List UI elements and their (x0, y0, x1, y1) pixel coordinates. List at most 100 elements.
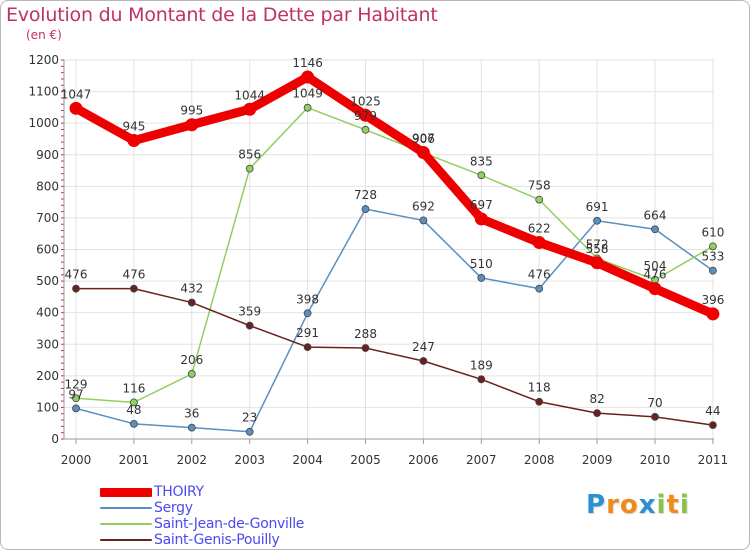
y-tick-label: 100 (36, 400, 59, 414)
data-point-saint-genis-pouilly (361, 344, 370, 352)
data-label-sergy: 533 (701, 250, 724, 264)
legend-swatch (100, 487, 152, 497)
data-label-saint-genis-pouilly: 118 (528, 381, 551, 395)
chart-title: Evolution du Montant de la Dette par Hab… (6, 4, 438, 26)
x-tick-label: 2011 (698, 453, 729, 467)
data-point-sergy (72, 404, 80, 413)
data-label-saint-genis-pouilly: 44 (705, 404, 720, 418)
x-tick-label: 2001 (119, 453, 150, 467)
x-tick-label: 2009 (582, 453, 613, 467)
data-label-thoiry: 995 (180, 104, 203, 118)
data-label-saint-jean-de-gonville: 129 (65, 377, 88, 391)
data-point-saint-jean-de-gonville (535, 195, 544, 204)
y-tick-label: 400 (36, 306, 59, 320)
data-point-saint-jean-de-gonville (477, 171, 486, 180)
data-label-sergy: 664 (644, 208, 667, 222)
x-tick-label: 2002 (177, 453, 208, 467)
data-label-sergy: 398 (296, 292, 319, 306)
data-point-thoiry (590, 256, 604, 270)
data-label-thoiry: 476 (644, 268, 667, 282)
unit-label: (en €) (26, 28, 62, 42)
series-line-saint-jean-de-gonville (75, 106, 714, 404)
y-tick-label: 900 (36, 148, 59, 162)
data-point-sergy (593, 216, 601, 225)
y-tick-label: 800 (36, 179, 59, 193)
data-label-saint-jean-de-gonville: 906 (412, 132, 435, 146)
data-point-saint-genis-pouilly (651, 412, 659, 421)
data-point-sergy (651, 225, 659, 234)
y-tick-label: 1000 (28, 116, 59, 130)
series-line-saint-genis-pouilly (75, 287, 714, 426)
data-point-thoiry (706, 307, 720, 321)
y-tick-label: 500 (36, 274, 59, 288)
data-point-saint-jean-de-gonville (709, 242, 717, 251)
data-label-sergy: 48 (126, 403, 141, 417)
data-label-saint-genis-pouilly: 70 (647, 396, 662, 410)
data-label-thoiry: 396 (701, 293, 724, 307)
data-label-thoiry: 1025 (350, 94, 381, 108)
data-label-saint-jean-de-gonville: 856 (238, 148, 261, 162)
x-tick-label: 2010 (640, 453, 671, 467)
legend-swatch (100, 507, 152, 509)
data-label-saint-genis-pouilly: 291 (296, 326, 319, 340)
y-tick-label: 1200 (28, 53, 59, 67)
data-label-sergy: 97 (68, 387, 83, 401)
legend-label: THOIRY (154, 484, 204, 500)
x-tick-label: 2008 (524, 453, 555, 467)
data-point-sergy (361, 205, 370, 213)
legend-item-saint-genis-pouilly: Saint-Genis-Pouilly (100, 532, 280, 548)
data-label-saint-genis-pouilly: 288 (354, 327, 377, 341)
y-tick-label: 700 (36, 211, 59, 225)
data-point-sergy (187, 423, 196, 432)
legend-label: Saint-Genis-Pouilly (154, 532, 280, 548)
data-label-saint-jean-de-gonville: 979 (354, 109, 377, 123)
data-label-saint-jean-de-gonville: 1049 (292, 87, 323, 101)
data-point-saint-genis-pouilly (535, 397, 544, 406)
data-point-sergy (477, 274, 486, 282)
legend-item-sergy: Sergy (100, 500, 193, 516)
data-label-saint-genis-pouilly: 476 (65, 268, 88, 282)
data-label-thoiry: 907 (412, 132, 435, 146)
data-label-thoiry: 945 (122, 120, 145, 134)
data-label-saint-genis-pouilly: 432 (180, 282, 203, 296)
legend-swatch (100, 523, 152, 525)
data-point-thoiry (416, 146, 430, 160)
data-label-sergy: 692 (412, 199, 435, 213)
data-label-saint-genis-pouilly: 82 (589, 392, 604, 406)
data-point-saint-genis-pouilly (187, 298, 196, 307)
data-point-sergy (129, 419, 138, 428)
data-point-saint-jean-de-gonville (72, 394, 80, 403)
data-label-saint-genis-pouilly: 247 (412, 340, 435, 354)
data-label-saint-jean-de-gonville: 504 (644, 259, 667, 273)
data-label-thoiry: 697 (470, 198, 493, 212)
proxiti-logo: Proxiti (586, 490, 690, 520)
data-label-sergy: 476 (528, 268, 551, 282)
data-label-sergy: 510 (470, 257, 493, 271)
data-point-thoiry (648, 282, 662, 296)
data-label-thoiry: 622 (528, 222, 551, 236)
legend-swatch (100, 539, 152, 541)
data-point-thoiry (185, 118, 199, 132)
data-point-thoiry (301, 70, 315, 84)
data-point-saint-jean-de-gonville (187, 370, 196, 378)
data-label-saint-jean-de-gonville: 206 (180, 353, 203, 367)
x-tick-label: 2005 (350, 453, 381, 467)
data-point-saint-jean-de-gonville (129, 398, 138, 407)
y-tick-label: 0 (51, 432, 59, 446)
data-point-saint-jean-de-gonville (245, 164, 254, 173)
legend-label: Sergy (154, 500, 193, 516)
data-label-thoiry: 558 (586, 242, 609, 256)
y-tick-label: 200 (36, 369, 59, 383)
data-label-saint-genis-pouilly: 189 (470, 358, 493, 372)
data-point-saint-genis-pouilly (593, 409, 601, 418)
x-tick-label: 2000 (61, 453, 92, 467)
data-point-saint-genis-pouilly (303, 343, 312, 351)
y-tick-label: 300 (36, 337, 59, 351)
data-point-saint-genis-pouilly (245, 321, 254, 330)
x-tick-label: 2006 (408, 453, 439, 467)
x-tick-label: 2003 (234, 453, 265, 467)
data-label-sergy: 36 (184, 407, 199, 421)
data-label-saint-genis-pouilly: 359 (238, 305, 261, 319)
data-point-sergy (303, 309, 312, 318)
